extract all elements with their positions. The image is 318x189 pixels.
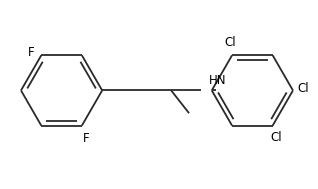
Text: Cl: Cl <box>298 82 309 95</box>
Text: HN: HN <box>209 74 226 87</box>
Text: F: F <box>83 132 89 145</box>
Text: Cl: Cl <box>270 131 282 144</box>
Text: Cl: Cl <box>225 36 236 49</box>
Text: F: F <box>28 46 35 59</box>
